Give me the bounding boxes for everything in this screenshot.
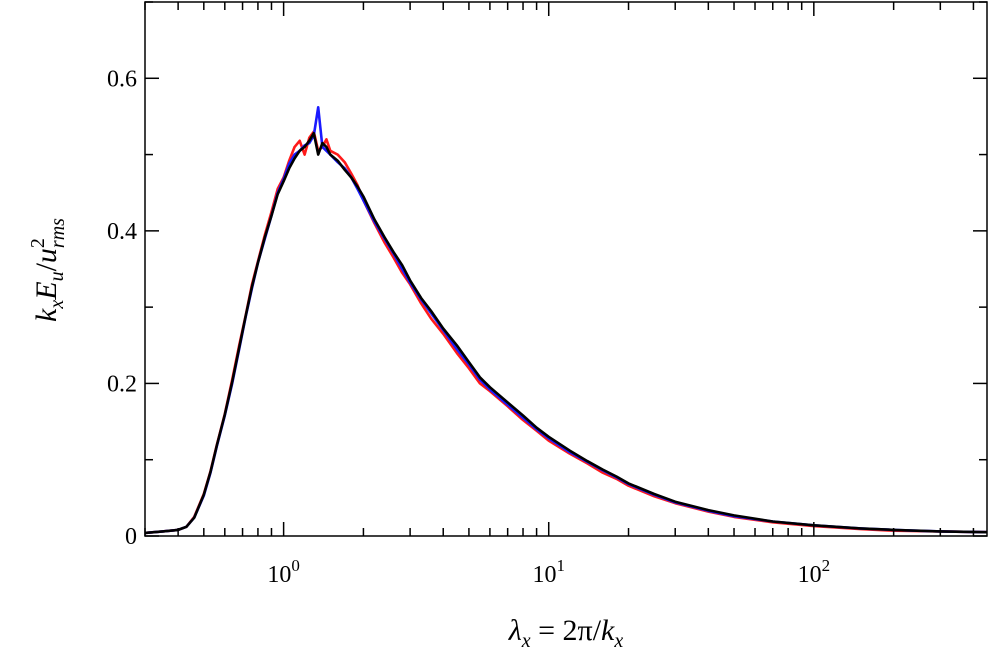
- x-tick-label: 100: [267, 556, 300, 588]
- y-axis-label: kxEu/u2rms: [27, 218, 69, 322]
- y-tick-label: 0: [125, 524, 137, 550]
- series-line-1: [144, 106, 988, 535]
- x-tick-label: 101: [532, 556, 565, 588]
- y-tick-label: 0.6: [107, 66, 137, 92]
- y-tick-label: 0.4: [107, 219, 137, 245]
- y-tick-label: 0.2: [107, 371, 137, 397]
- series-layer: [144, 106, 988, 535]
- plot-frame: [144, 1, 988, 537]
- ticks-layer: 0 0.2 0.4 0.6 100 101 102: [107, 1, 987, 588]
- series-line-0: [144, 130, 988, 535]
- series-line-2: [144, 131, 988, 535]
- x-tick-label: 102: [798, 556, 831, 588]
- x-axis-label: λx = 2π/kx: [508, 614, 624, 652]
